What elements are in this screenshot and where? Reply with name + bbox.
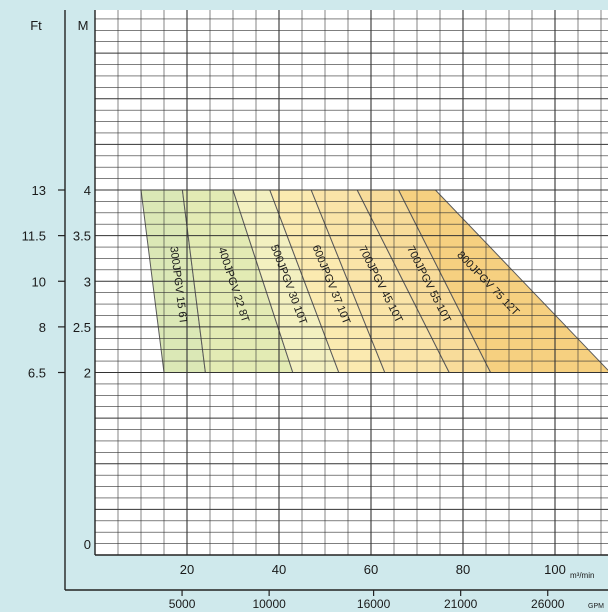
m-tick-label: 2.5 xyxy=(73,320,91,335)
ft-axis-title: Ft xyxy=(30,18,42,33)
ft-tick-label: 10 xyxy=(32,274,46,289)
ft-tick-label: 11.5 xyxy=(22,229,46,244)
gpm-tick-label: 26000 xyxy=(531,597,565,611)
grid-lines xyxy=(95,10,608,555)
x-tick-label: 40 xyxy=(272,562,286,577)
m-tick-label: 0 xyxy=(84,537,91,552)
gpm-tick-label: 21000 xyxy=(444,597,478,611)
m-tick-label: 3.5 xyxy=(73,229,91,244)
ft-tick-label: 6.5 xyxy=(28,366,46,381)
x-axis-unit: m³/min xyxy=(570,571,594,580)
x-tick-label: 60 xyxy=(364,562,378,577)
x-tick-label: 20 xyxy=(180,562,194,577)
x-tick-label: 100 xyxy=(544,562,566,577)
x-tick-label: 80 xyxy=(456,562,470,577)
axes xyxy=(64,10,608,591)
gpm-tick-label: 16000 xyxy=(357,597,391,611)
gpm-axis-unit: GPM xyxy=(588,603,604,610)
gpm-tick-label: 10000 xyxy=(252,597,286,611)
m-tick-label: 2 xyxy=(84,366,91,381)
m-tick-label: 4 xyxy=(84,183,91,198)
m-tick-label: 3 xyxy=(84,274,91,289)
m-axis-title: M xyxy=(78,18,89,33)
ft-tick-label: 13 xyxy=(32,183,46,198)
ft-tick-label: 8 xyxy=(39,320,46,335)
gpm-tick-label: 5000 xyxy=(169,597,196,611)
